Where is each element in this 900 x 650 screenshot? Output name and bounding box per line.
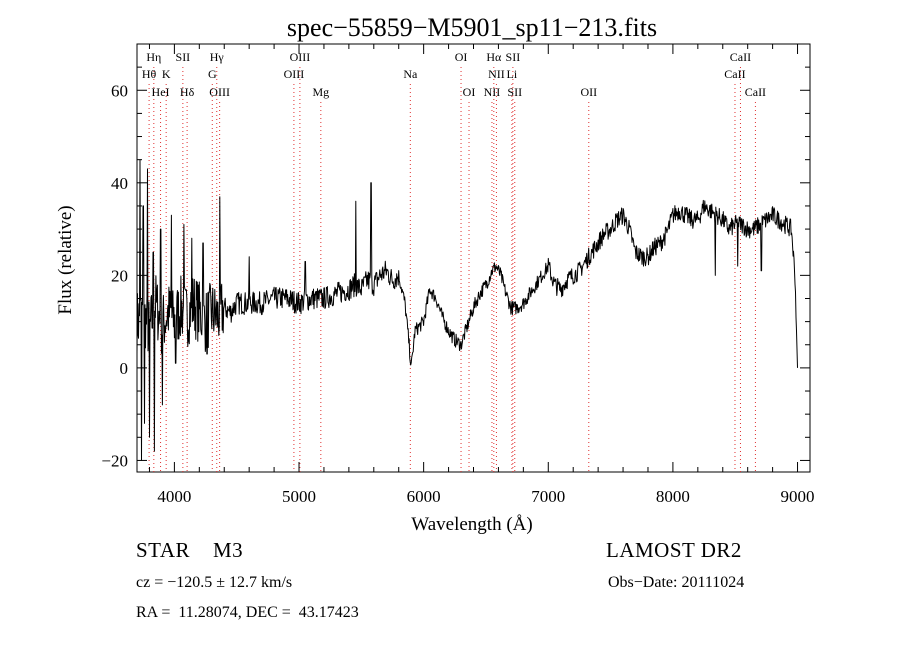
- line-marker-label: SII: [176, 50, 191, 64]
- spectrum-series: [136, 159, 798, 461]
- line-marker-label: OI: [463, 85, 476, 99]
- x-tick-label: 7000: [531, 487, 565, 506]
- line-marker-label: K: [162, 67, 171, 81]
- y-tick-label: 20: [111, 266, 128, 285]
- coordinates: RA = 11.28074, DEC = 43.17423: [136, 604, 359, 621]
- line-marker-label: OIII: [290, 50, 311, 64]
- line-marker-label: Na: [403, 67, 418, 81]
- y-tick-label: 60: [111, 81, 128, 100]
- line-marker-label: SII: [506, 50, 521, 64]
- object-type: STAR M3: [136, 538, 244, 562]
- line-marker-label: OIII: [209, 85, 230, 99]
- line-marker-label: Hθ: [142, 67, 157, 81]
- spectrum-line: [136, 159, 798, 461]
- redshift-readout: cz = −120.5 ± 12.7 km/s: [136, 574, 293, 591]
- x-axis-label: Wavelength (Å): [411, 514, 532, 535]
- line-marker-label: Li: [507, 67, 518, 81]
- line-marker-label: Hη: [146, 50, 161, 64]
- line-markers: [148, 67, 756, 472]
- line-marker-label: Hα: [486, 50, 502, 64]
- line-marker-label: SII: [507, 85, 522, 99]
- chart-title: spec−55859−M5901_sp11−213.fits: [287, 13, 657, 42]
- line-marker-label: Hδ: [180, 85, 195, 99]
- x-tick-label: 6000: [407, 487, 441, 506]
- line-marker-label: Hγ: [210, 50, 225, 64]
- plot-border: [136, 43, 811, 473]
- plot-frame: [136, 43, 811, 473]
- y-tick-label: 0: [120, 359, 129, 378]
- y-tick-label: −20: [101, 451, 128, 470]
- y-axis-label: Flux (relative): [55, 205, 76, 314]
- y-tick-label: 40: [111, 174, 128, 193]
- line-marker-label: OI: [455, 50, 468, 64]
- observation-date: Obs−Date: 20111024: [608, 574, 745, 591]
- line-marker-label: CaII: [730, 50, 751, 64]
- line-marker-label: CaII: [724, 67, 745, 81]
- x-tick-label: 8000: [656, 487, 690, 506]
- line-marker-label: NII: [484, 85, 501, 99]
- line-marker-label: CaII: [745, 85, 766, 99]
- line-marker-label: HeI: [152, 85, 170, 99]
- survey-name: LAMOST DR2: [606, 538, 742, 562]
- line-marker-label: OIII: [284, 67, 305, 81]
- x-tick-label: 4000: [157, 487, 191, 506]
- axis-ticks: 4000 5000 6000 7000 8000 9000 −20 0 20 40 60: [101, 44, 815, 506]
- x-tick-label: 5000: [282, 487, 316, 506]
- line-marker-label: G: [208, 67, 217, 81]
- x-tick-label: 9000: [781, 487, 815, 506]
- line-marker-label: Mg: [312, 85, 329, 99]
- line-marker-label: NII: [488, 67, 505, 81]
- line-marker-label: OII: [580, 85, 597, 99]
